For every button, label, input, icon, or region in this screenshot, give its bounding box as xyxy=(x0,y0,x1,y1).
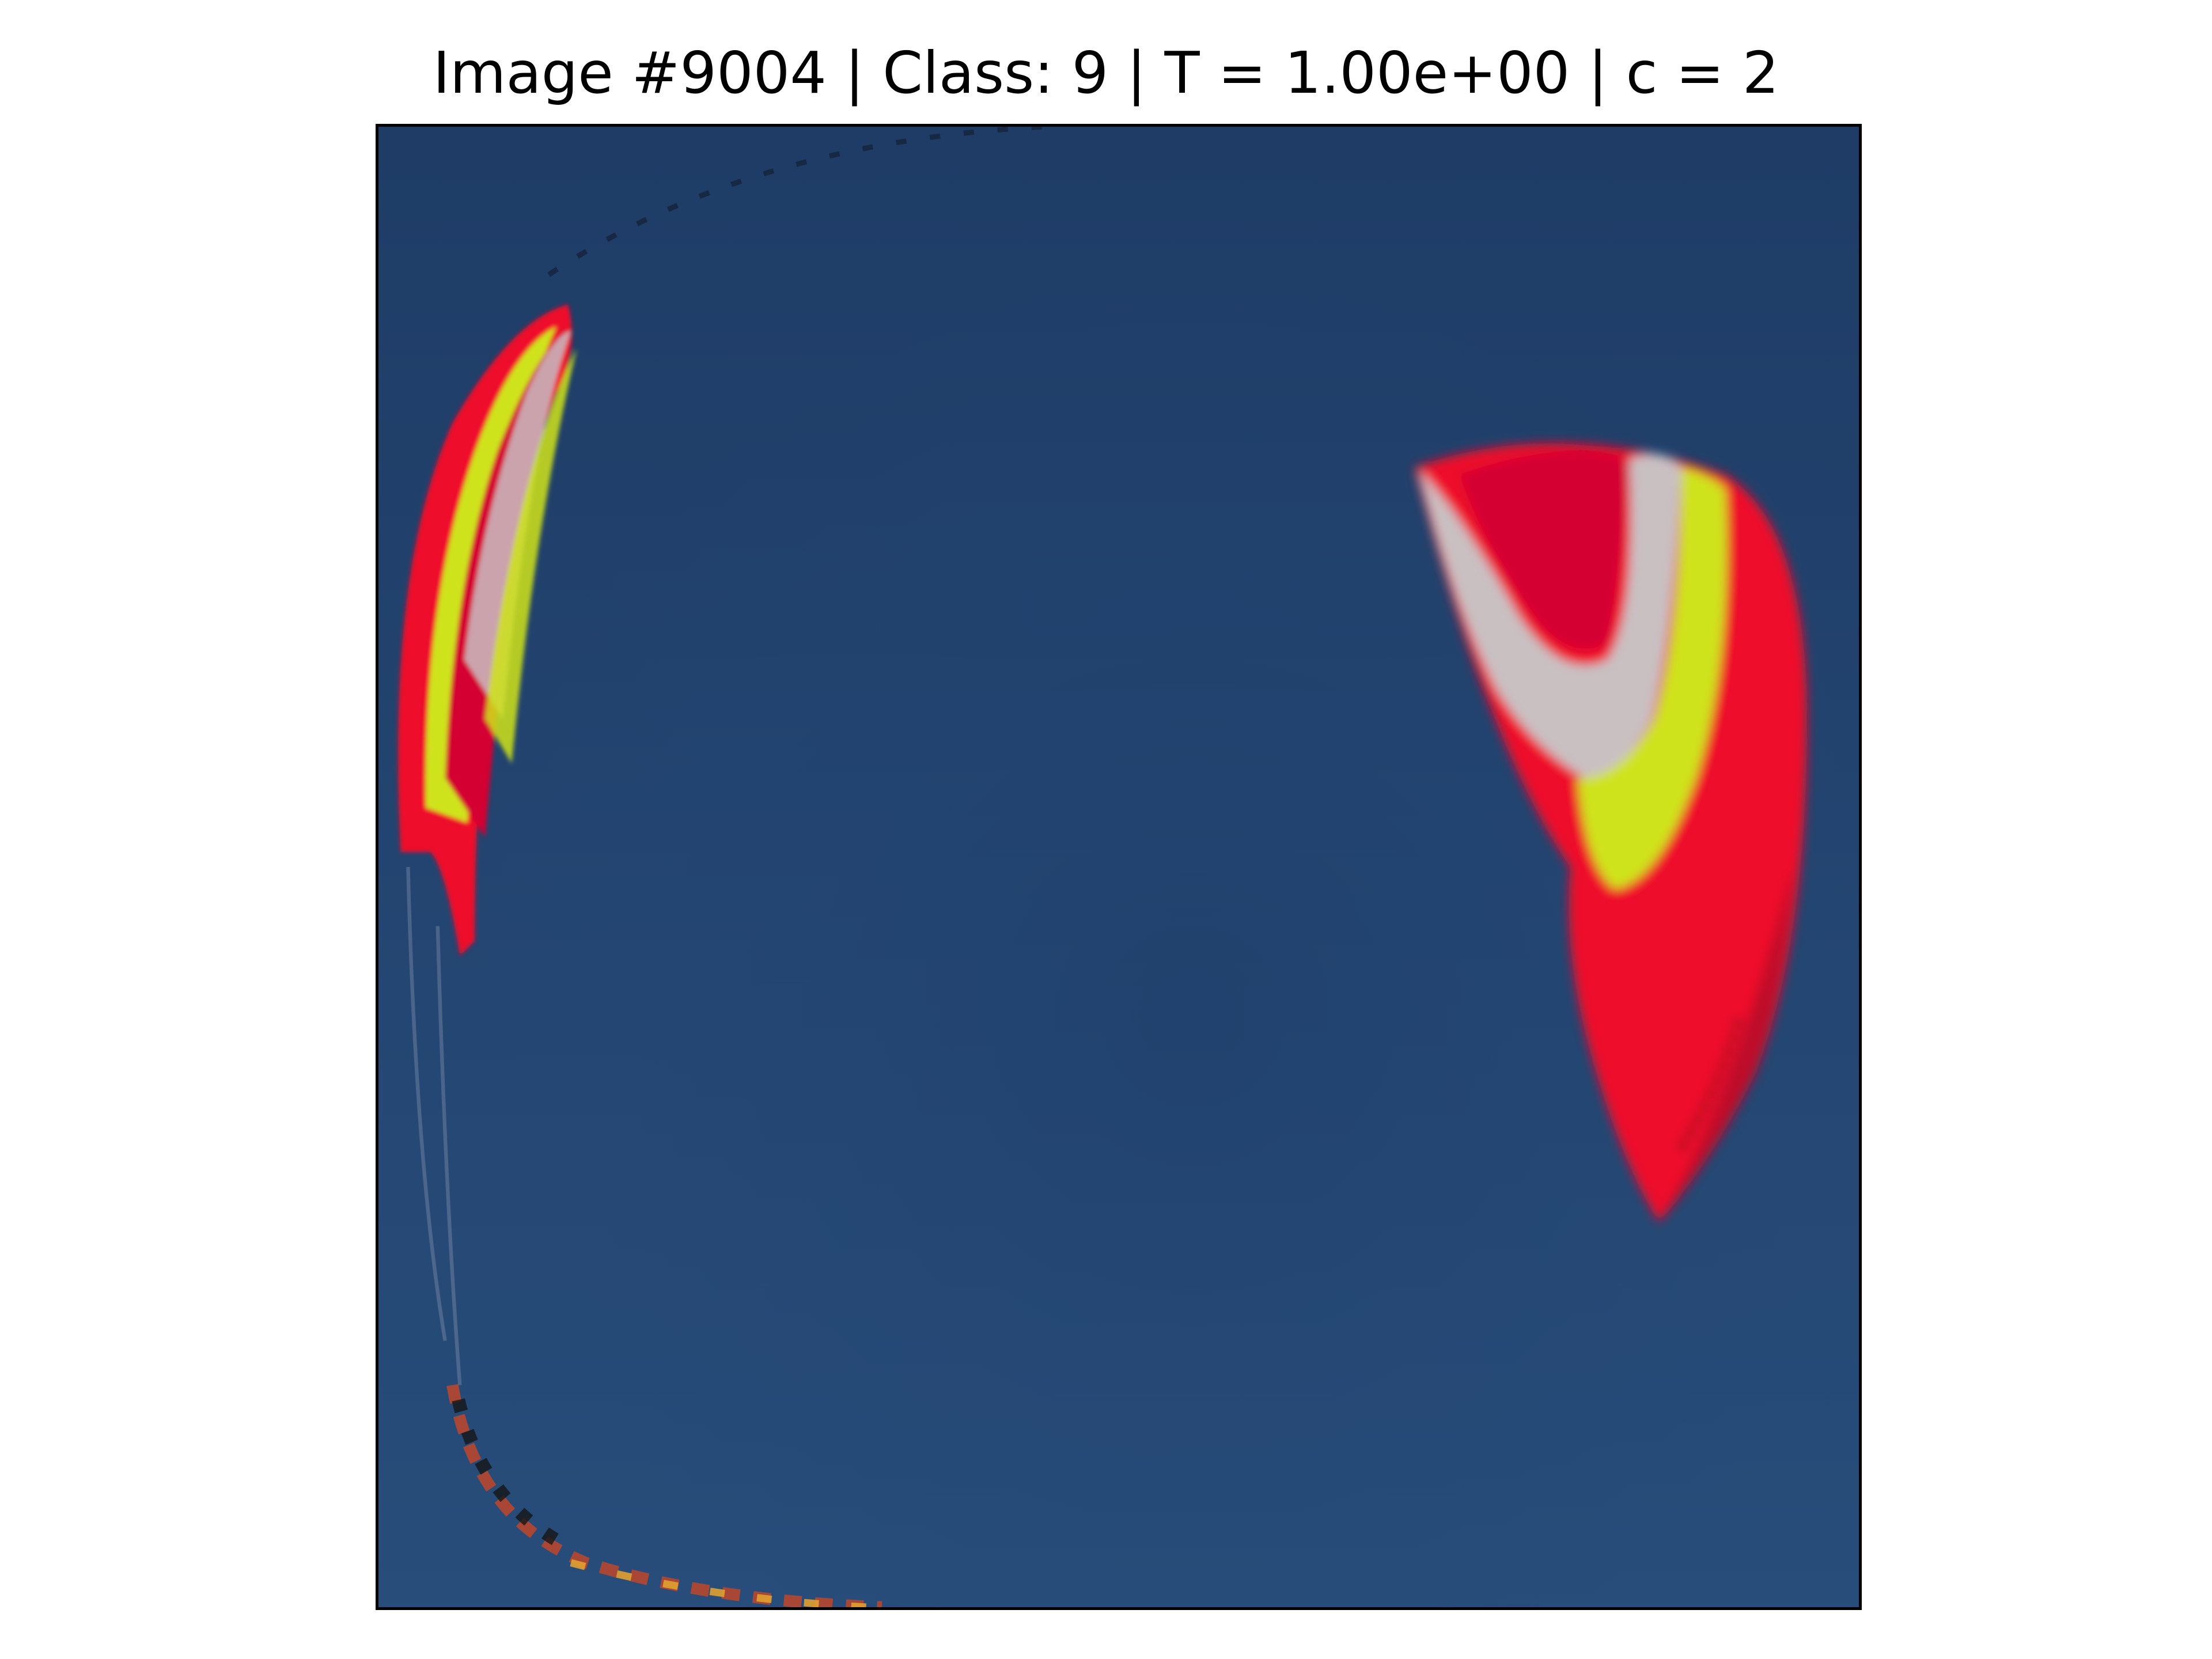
left-canopy xyxy=(397,304,577,956)
right-canopy xyxy=(1415,443,1808,1222)
bottom-line-arc xyxy=(446,1384,882,1607)
image-panel xyxy=(376,124,1862,1610)
paraglider-image xyxy=(378,127,1859,1607)
left-suspension-lines xyxy=(406,866,462,1385)
figure-title: Image #9004 | Class: 9 | T = 1.00e+00 | … xyxy=(433,39,1779,107)
top-line-arc xyxy=(547,127,1045,277)
